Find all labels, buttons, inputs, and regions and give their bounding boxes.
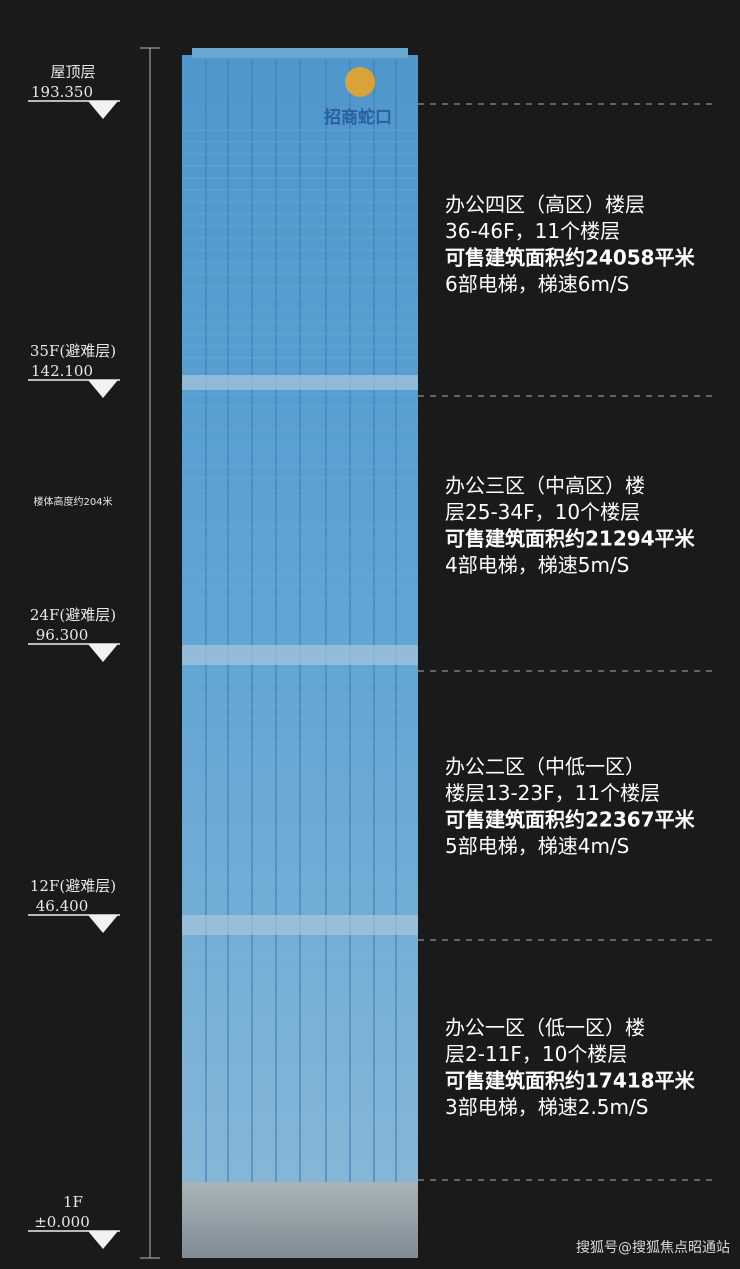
floor-label: 39F (163, 291, 180, 301)
elevation-marker (88, 101, 118, 119)
elevation-value: 46.400 (36, 897, 89, 915)
zone-text: 楼层13-23F，11个楼层 (445, 781, 660, 805)
elevation-label: 屋顶层 (50, 63, 95, 81)
floor-label: 24F (163, 656, 180, 666)
floor-label: 26F (163, 607, 180, 617)
floor-label: 9F (169, 996, 180, 1006)
floor-label: 22F (163, 704, 180, 714)
elevation-value: 142.100 (31, 362, 93, 380)
floor-label: 10F (163, 972, 180, 982)
floor-label: 4F (169, 1118, 180, 1128)
floor-label: 32F (163, 461, 180, 471)
floor-label: 45F (163, 145, 180, 155)
zone-text: 3部电梯，梯速2.5m/S (445, 1095, 648, 1119)
floor-label: 42F (163, 218, 180, 228)
elevation-label: 35F(避难层) (30, 342, 116, 360)
floor-label: 29F (163, 534, 180, 544)
watermark: 搜狐号@搜狐焦点昭通站 (576, 1240, 730, 1256)
floor-label: 37F (163, 339, 180, 349)
zone-text: 层25-34F，10个楼层 (445, 500, 640, 524)
zone-text: 可售建筑面积约24058平米 (445, 246, 696, 270)
floor-label: 44F (163, 169, 180, 179)
floor-label: 28F (163, 558, 180, 568)
facade (182, 60, 418, 1182)
floor-label: 35F (163, 388, 180, 398)
floor-label: 33F (163, 437, 180, 447)
elevation-label: 12F(避难层) (30, 877, 116, 895)
floor-label: 13F (163, 899, 180, 909)
zone-text: 4部电梯，梯速5m/S (445, 553, 629, 577)
zone-text: 办公四区（高区）楼层 (445, 193, 645, 217)
floor-label: 21F (163, 729, 180, 739)
floor-label: 6F (169, 1069, 180, 1079)
zone-text: 办公一区（低一区）楼 (445, 1016, 645, 1040)
floor-label: 41F (163, 242, 180, 252)
floor-label: 40F (163, 266, 180, 276)
floor-label: 14F (163, 875, 180, 885)
crown (192, 48, 408, 58)
floor-label: 8F (169, 1021, 180, 1031)
zone-text: 办公三区（中高区）楼 (445, 474, 645, 498)
floor-label: 20F (163, 753, 180, 763)
zone-text: 可售建筑面积约17418平米 (445, 1069, 696, 1093)
elevation-marker (88, 915, 118, 933)
logo-icon (345, 67, 375, 97)
zone-text: 6部电梯，梯速6m/S (445, 272, 629, 296)
zone-text: 办公二区（中低一区） (445, 755, 645, 779)
zone-text: 可售建筑面积约21294平米 (445, 527, 696, 551)
elevation-value: 193.350 (31, 83, 93, 101)
floor-label: 34F (163, 412, 180, 422)
floor-label: 12F (163, 923, 180, 933)
floor-label: 36F (163, 364, 180, 374)
floor-label: 16F (163, 826, 180, 836)
elevation-value: 96.300 (36, 626, 89, 644)
zone-text: 5部电梯，梯速4m/S (445, 834, 629, 858)
elevation-value: ±0.000 (34, 1213, 90, 1231)
zone-text: 可售建筑面积约22367平米 (445, 808, 696, 832)
refuge-band (182, 375, 418, 390)
floor-label: 43F (163, 193, 180, 203)
floor-label: 19F (163, 777, 180, 787)
floor-label: 2F (169, 1167, 180, 1177)
logo-text: 招商蛇口 (324, 107, 392, 128)
refuge-band (182, 915, 418, 935)
floor-label: 46F (163, 121, 180, 131)
floor-label: 3F (169, 1142, 180, 1152)
floor-label: 7F (169, 1045, 180, 1055)
floor-label: 15F (163, 850, 180, 860)
floor-label: 5F (169, 1094, 180, 1104)
floor-label: 23F (163, 680, 180, 690)
floor-label: 38F (163, 315, 180, 325)
floor-label: 18F (163, 802, 180, 812)
elevation-marker (88, 644, 118, 662)
refuge-band (182, 645, 418, 665)
floor-label: 27F (163, 583, 180, 593)
elevation-label: 24F(避难层) (30, 606, 116, 624)
elevation-marker (88, 380, 118, 398)
elevation-label: 1F (63, 1193, 83, 1211)
elevation-marker (88, 1231, 118, 1249)
height-note: 楼体高度约204米 (33, 495, 112, 508)
floor-label: 30F (163, 510, 180, 520)
floor-label: 11F (163, 948, 180, 958)
podium (182, 1182, 418, 1258)
zone-text: 36-46F，11个楼层 (445, 219, 620, 243)
zone-text: 层2-11F，10个楼层 (445, 1042, 627, 1066)
floor-label: 25F (163, 631, 180, 641)
floor-label: 31F (163, 485, 180, 495)
